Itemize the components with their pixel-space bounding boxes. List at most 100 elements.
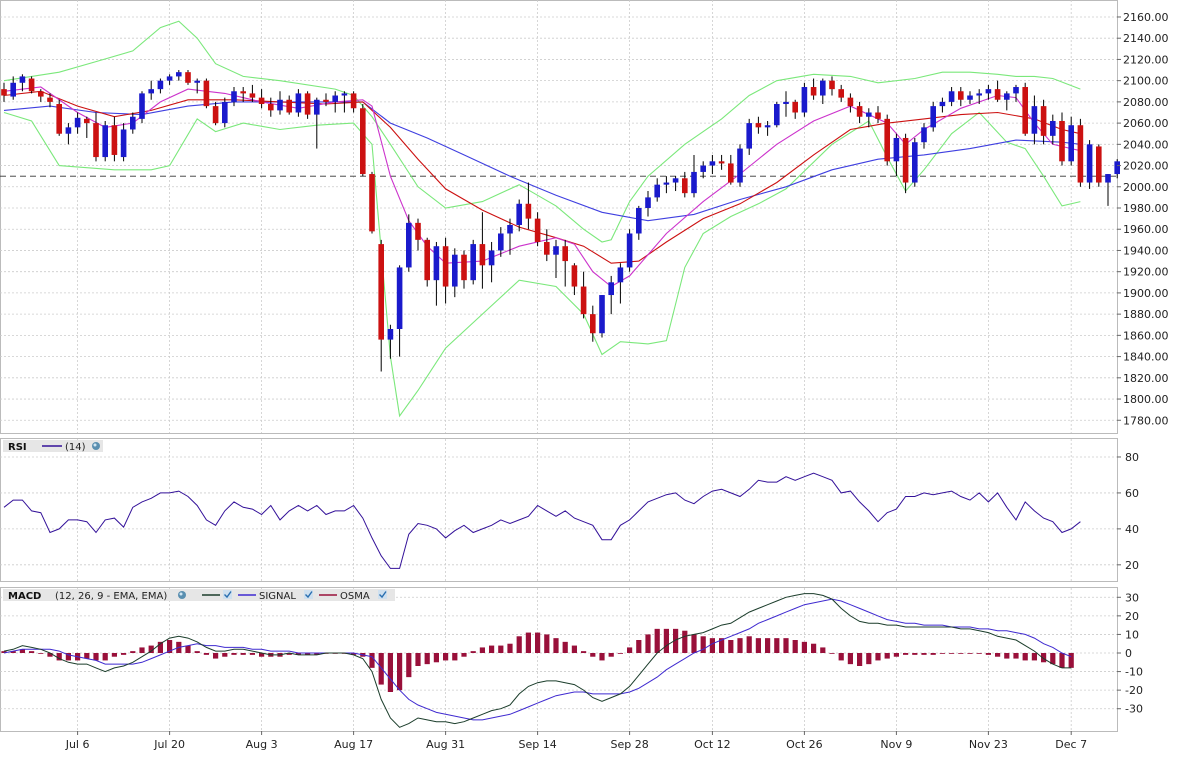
macd-tick-label: -10	[1125, 666, 1143, 679]
candle	[470, 239, 476, 285]
price-tick-label: 2140.00	[1123, 32, 1169, 45]
signal-label: SIGNAL	[259, 591, 296, 602]
candle	[65, 123, 72, 145]
candle	[369, 171, 375, 234]
osma-bar	[148, 645, 154, 653]
osma-bar	[774, 638, 780, 653]
osma-bar	[222, 653, 228, 657]
candle	[700, 161, 706, 179]
osma-bar	[240, 653, 246, 655]
macd-tick-label: 30	[1125, 591, 1139, 604]
candle	[130, 112, 136, 134]
candle	[866, 108, 872, 128]
macd-settings-icon[interactable]	[178, 591, 186, 599]
candle	[626, 229, 633, 272]
osma-bar	[884, 653, 890, 659]
price-tick-label: 1920.00	[1123, 266, 1169, 279]
candle	[268, 97, 274, 117]
candle	[396, 265, 403, 357]
rsi-tick-label: 20	[1125, 559, 1139, 572]
price-tick-label: 1780.00	[1123, 414, 1169, 427]
candle	[764, 120, 771, 136]
osma-bar	[295, 653, 301, 655]
candle	[1105, 174, 1111, 206]
osma-bar	[801, 641, 807, 653]
candle	[553, 239, 559, 279]
rsi-settings-icon[interactable]	[92, 442, 100, 450]
osma-bar	[930, 653, 936, 655]
candle	[157, 78, 164, 94]
candle	[783, 91, 789, 117]
x-tick-label: Sep 14	[518, 738, 556, 751]
osma-bar	[857, 653, 863, 666]
osma-bar	[185, 645, 191, 653]
candle	[829, 76, 835, 96]
candle	[120, 123, 127, 162]
osma-bar	[700, 636, 706, 653]
osma-histogram	[1, 628, 1074, 692]
candle	[249, 84, 256, 102]
osma-bar	[765, 638, 771, 653]
osma-bar	[130, 651, 136, 653]
candle	[74, 112, 81, 134]
osma-bar	[1050, 653, 1056, 665]
candle	[47, 93, 53, 108]
rsi-legend: RSI (14)	[3, 440, 103, 453]
macd-check-icon[interactable]	[223, 590, 232, 599]
candle	[1059, 112, 1065, 166]
candle	[1, 82, 7, 102]
osma-bar	[65, 653, 71, 661]
signal-check-icon[interactable]	[304, 590, 313, 599]
macd-tick-label: 0	[1125, 647, 1132, 660]
rsi-tick-label: 80	[1125, 451, 1139, 464]
osma-bar	[792, 640, 798, 653]
osma-bar	[866, 653, 872, 665]
macd-y-axis: -30 -20 -10 0 10 20 30	[1117, 591, 1143, 716]
candle	[1022, 82, 1028, 136]
osma-bar	[139, 647, 145, 653]
osma-bar	[912, 653, 918, 655]
candle	[948, 87, 955, 107]
osma-bar	[939, 653, 945, 654]
x-tick-label: Jul 20	[153, 738, 185, 751]
osma-bar	[847, 653, 853, 665]
candle	[893, 133, 900, 177]
price-tick-label: 1960.00	[1123, 223, 1169, 236]
candle	[378, 239, 384, 372]
price-tick-label: 2160.00	[1123, 11, 1169, 24]
candle	[277, 91, 283, 115]
osma-bar	[286, 653, 292, 655]
candle	[185, 70, 191, 85]
osma-bar	[709, 638, 715, 653]
osma-bar	[314, 653, 320, 655]
candle	[498, 227, 504, 257]
price-tick-label: 1860.00	[1123, 329, 1169, 342]
osma-bar	[1, 651, 7, 653]
osma-bar	[1041, 653, 1047, 663]
macd-params: (12, 26, 9 - EMA, EMA)	[55, 591, 167, 602]
candle	[737, 144, 743, 187]
osma-check-icon[interactable]	[378, 590, 387, 599]
candle	[1096, 144, 1102, 187]
osma-bar	[663, 628, 669, 653]
candle	[838, 84, 844, 102]
osma-bar	[1022, 653, 1028, 661]
price-tick-label: 2040.00	[1123, 138, 1169, 151]
price-y-axis: 1780.00 1800.00 1820.00 1840.00 1860.00 1880.…	[1117, 11, 1169, 427]
x-tick-label: Dec 7	[1055, 738, 1087, 751]
osma-bar	[581, 651, 587, 653]
osma-bar	[755, 638, 761, 653]
osma-bar	[608, 653, 614, 657]
candle	[1013, 84, 1019, 102]
candle	[1004, 91, 1010, 111]
osma-bar	[461, 653, 467, 657]
candle	[774, 101, 780, 128]
osma-bar	[406, 653, 412, 678]
price-tick-label: 2000.00	[1123, 181, 1169, 194]
candle	[856, 101, 863, 124]
osma-bar	[921, 653, 927, 655]
candle	[847, 93, 854, 113]
candle	[350, 91, 357, 113]
candle	[304, 91, 311, 119]
